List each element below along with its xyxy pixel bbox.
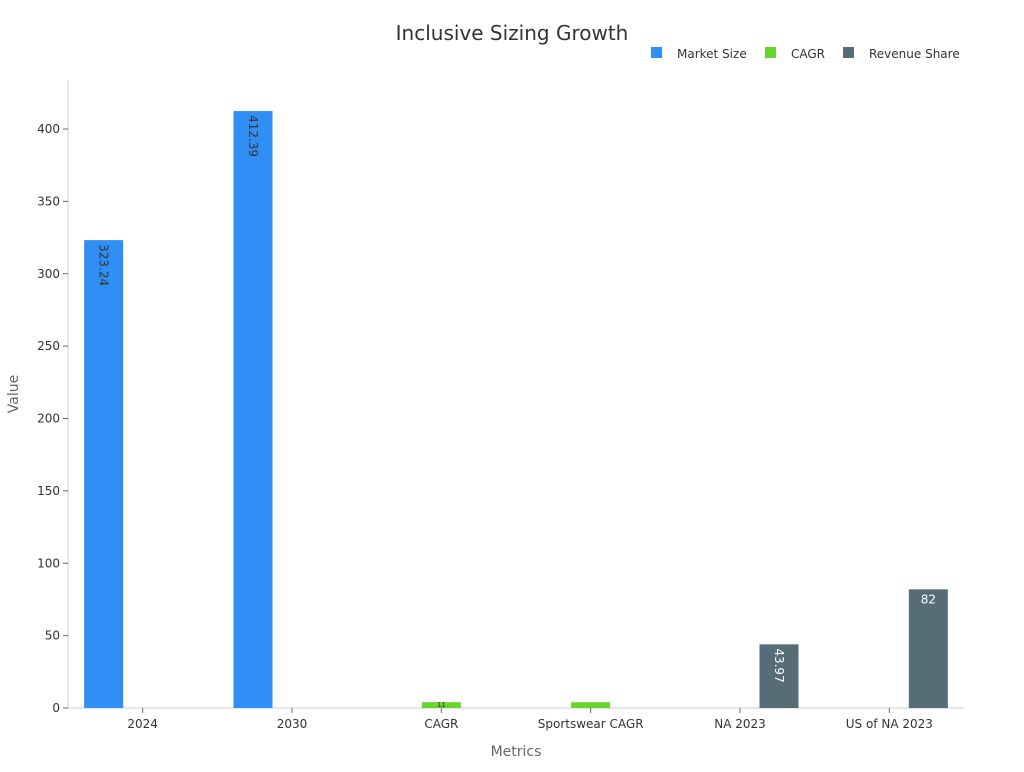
chart-title: Inclusive Sizing Growth (396, 21, 629, 45)
x-tick-label: US of NA 2023 (846, 717, 933, 731)
data-label: 82 (921, 592, 936, 606)
x-tick-label: 2030 (277, 717, 308, 731)
legend-swatch (765, 47, 776, 58)
bar-cagr (571, 702, 611, 708)
y-axis-label: Value (6, 375, 22, 413)
data-label: 323.24 (96, 244, 110, 286)
x-tick-label: Sportswear CAGR (538, 717, 644, 731)
x-tick-label: CAGR (424, 717, 458, 731)
y-tick-label: 50 (45, 629, 60, 643)
y-tick-label: 200 (37, 412, 60, 426)
y-tick-label: 400 (37, 122, 60, 136)
legend-label: Market Size (677, 47, 747, 61)
data-label: 412.39 (246, 115, 260, 157)
data-label: 43.97 (772, 648, 786, 682)
bar-revenue-share (908, 589, 948, 708)
y-tick-label: 250 (37, 339, 60, 353)
legend-swatch (843, 47, 854, 58)
x-tick-label: 2024 (127, 717, 158, 731)
y-tick-label: 0 (52, 701, 60, 715)
legend-label: Revenue Share (869, 47, 960, 61)
y-tick-label: 300 (37, 267, 60, 281)
legend-swatch (651, 47, 662, 58)
bars: 323.24 412.39 11 43.97 82 (84, 111, 948, 709)
x-axis-label: Metrics (491, 744, 542, 760)
bar-revenue-share (759, 644, 799, 708)
bar-cagr (421, 702, 461, 708)
x-tick-label: NA 2023 (714, 717, 766, 731)
legend-label: CAGR (791, 47, 825, 61)
data-label: 11 (437, 701, 446, 709)
y-tick-label: 100 (37, 556, 60, 570)
y-tick-label: 150 (37, 484, 60, 498)
axes: 0 50 100 150 200 250 300 350 400 2024 2030 CAGR Spor… (37, 80, 964, 731)
legend: Market Size CAGR Revenue Share (651, 47, 960, 61)
bar-market-size (84, 240, 124, 708)
y-tick-label: 350 (37, 194, 60, 208)
bar-market-size (233, 111, 273, 708)
